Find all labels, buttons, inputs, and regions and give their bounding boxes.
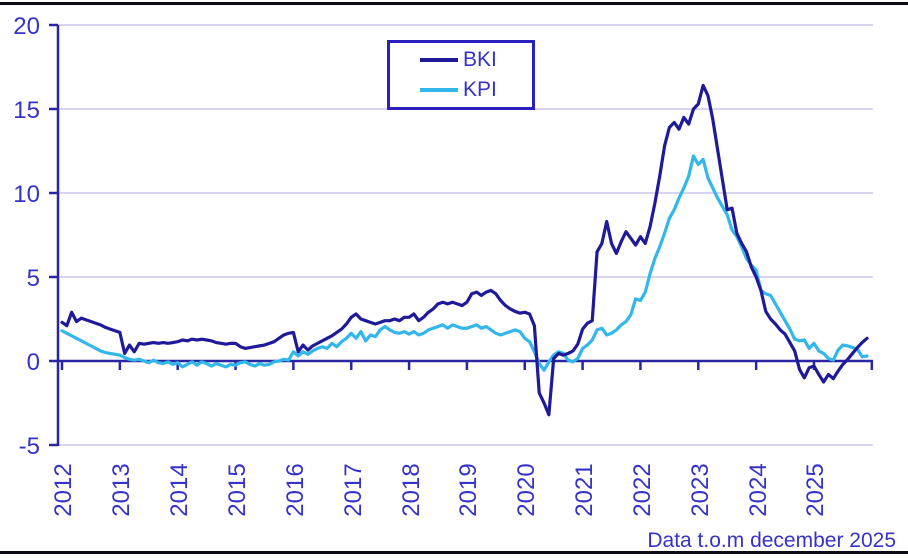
y-axis-tick-label: 15: [13, 97, 40, 124]
y-axis-tick-label: 5: [26, 265, 40, 292]
y-axis-tick-label: 20: [13, 13, 40, 40]
x-axis-tick-label: 2024: [745, 463, 772, 517]
legend-entry-bki: BKI: [420, 46, 532, 74]
legend-entry-kpi: KPI: [420, 76, 532, 104]
x-axis-tick-label: 2022: [629, 463, 656, 517]
legend-label-kpi: KPI: [463, 78, 497, 102]
x-axis-tick-label: 2023: [687, 463, 714, 517]
y-axis-tick-label: 0: [26, 349, 40, 376]
x-axis-tick-label: 2019: [455, 463, 482, 517]
y-axis-tick-label: -5: [18, 433, 40, 460]
x-axis-tick-label: 2014: [166, 463, 193, 517]
legend: BKI KPI: [387, 40, 535, 110]
x-axis-tick-label: 2020: [513, 463, 540, 517]
top-border: [0, 2, 908, 5]
data-coverage-note: Data t.o.m december 2025: [647, 529, 896, 552]
kpi-line-swatch: [420, 88, 458, 93]
bki-line-swatch: [420, 57, 458, 62]
x-axis-tick-label: 2018: [398, 463, 425, 517]
x-axis-tick-label: 2013: [108, 463, 135, 517]
legend-label-bki: BKI: [463, 47, 497, 71]
x-axis-tick-label: 2025: [802, 463, 829, 517]
y-axis-tick-label: 10: [13, 181, 40, 208]
x-axis-tick-label: 2021: [571, 463, 598, 517]
x-axis-tick-label: 2012: [50, 463, 77, 517]
x-axis-tick-label: 2015: [224, 463, 251, 517]
bottom-border: [0, 551, 908, 554]
x-axis-tick-label: 2017: [340, 463, 367, 517]
x-axis-tick-label: 2016: [282, 463, 309, 517]
